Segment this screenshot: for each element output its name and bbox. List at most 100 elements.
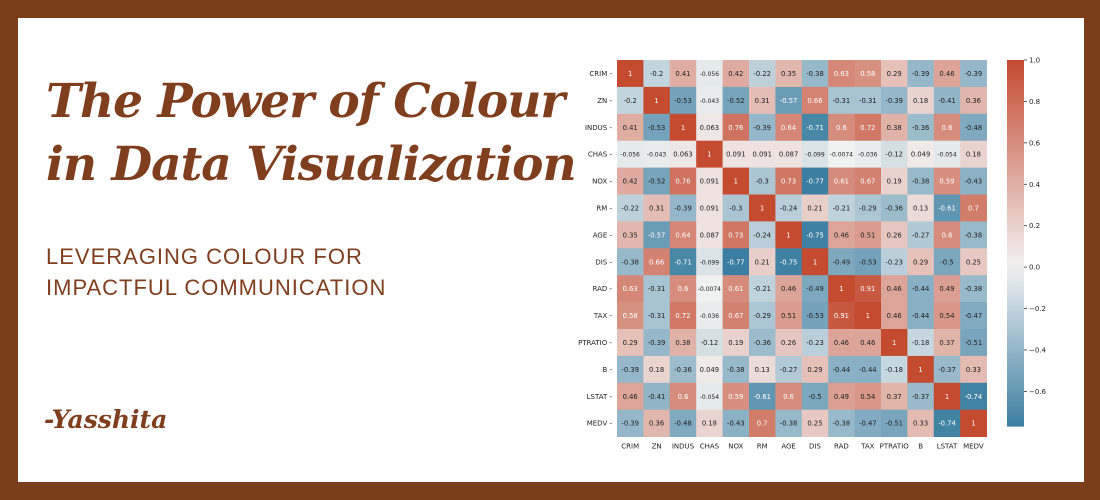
heatmap-cell-value: -0.44 (912, 312, 930, 320)
heatmap-cell-value: 0.25 (966, 258, 981, 266)
heatmap-cell-value: 0.049 (911, 151, 930, 159)
slide-card: The Power of Colour in Data Visualizatio… (18, 18, 1084, 482)
heatmap-cell-value: 0.61 (834, 178, 849, 186)
heatmap-cell-value: -0.099 (805, 152, 825, 159)
heatmap-cell-value: -0.3 (729, 204, 742, 212)
heatmap-cell-value: -0.38 (727, 366, 745, 374)
heatmap-cell-value: 0.67 (860, 178, 875, 186)
heatmap-cell-value: -0.3 (756, 178, 769, 186)
heatmap-cell (881, 221, 908, 249)
heatmap-cell-value: 0.73 (781, 178, 796, 186)
heatmap-cell-value: -0.043 (647, 152, 667, 159)
heatmap-cell (801, 275, 829, 303)
heatmap-cell (643, 167, 671, 195)
heatmap-cell-value: 0.91 (834, 312, 849, 320)
heatmap-cell (775, 382, 803, 411)
heatmap-cell-value: 0.72 (675, 312, 690, 320)
heatmap-cell-value: -0.12 (885, 151, 903, 159)
heatmap-cell (749, 355, 776, 384)
heatmap-cell (696, 140, 723, 168)
heatmap-cell (907, 382, 935, 411)
heatmap-cell-value: 0.66 (807, 97, 822, 105)
heatmap-cell (775, 221, 803, 249)
colorbar-tick-label: 1.0 (1029, 57, 1040, 65)
heatmap-cell (828, 355, 855, 384)
heatmap-cell (775, 113, 803, 142)
heatmap-cell (907, 329, 935, 357)
colorbar-tick-label: 0.8 (1029, 98, 1040, 106)
heatmap-cell-value: 0.35 (623, 231, 638, 239)
heatmap-row-label: LSTAT - (587, 393, 613, 401)
heatmap-cell (828, 409, 855, 437)
heatmap-cell (960, 302, 987, 330)
heatmap-cell (669, 302, 697, 330)
heatmap-cell-value: 0.42 (728, 70, 743, 78)
heatmap-cell (749, 248, 776, 276)
heatmap-col-label: NOX (728, 443, 743, 451)
heatmap-cell-value: -0.77 (727, 258, 745, 266)
heatmap-col-label: AGE (781, 443, 796, 451)
heatmap-cell (775, 409, 803, 437)
heatmap-cell-value: -0.44 (859, 366, 877, 374)
heatmap-cell-value: -0.23 (885, 258, 903, 266)
heatmap-cell-value: 0.7 (968, 204, 979, 212)
heatmap-cell (881, 194, 908, 222)
heatmap-cell-value: -0.31 (859, 97, 877, 105)
heatmap-cell (907, 409, 935, 437)
heatmap-col-label: PTRATIO (880, 443, 910, 451)
heatmap-cell (775, 355, 803, 384)
heatmap-cell-value: 0.72 (860, 124, 875, 132)
heatmap-cell-value: 0.6 (942, 124, 953, 132)
heatmap-cell (854, 86, 882, 115)
heatmap-cell-value: -0.49 (806, 285, 824, 293)
heatmap-cell (933, 355, 961, 384)
author-signature: -Yasshita (44, 405, 168, 434)
heatmap-cell-value: 0.46 (887, 285, 902, 293)
heatmap-cell (775, 86, 803, 115)
heatmap-cell-value: -0.2 (624, 97, 637, 105)
heatmap-cell-value: -0.054 (937, 152, 957, 159)
heatmap-cell-value: 0.091 (752, 151, 771, 159)
heatmap-cell-value: -0.29 (753, 312, 771, 320)
heatmap-cell (960, 86, 987, 115)
heatmap-cell (643, 140, 671, 168)
heatmap-cell (669, 113, 697, 142)
heatmap-cell (907, 113, 935, 142)
heatmap-cell (854, 140, 882, 168)
heatmap-cell-value: 0.6 (678, 285, 689, 293)
heatmap-cell-value: -0.48 (674, 420, 692, 428)
heatmap-cell (775, 167, 803, 195)
heatmap-cell-value: 0.29 (623, 339, 638, 347)
heatmap-cell-value: 1 (918, 366, 922, 374)
heatmap-cell (722, 167, 750, 195)
heatmap-cell-value: -0.21 (833, 204, 851, 212)
heatmap-cell (960, 382, 987, 411)
heatmap-cell (617, 382, 644, 411)
heatmap-cell (933, 86, 961, 115)
heatmap-cell (933, 409, 961, 437)
heatmap-cell (722, 60, 750, 88)
heatmap-cell-value: 0.76 (675, 178, 690, 186)
heatmap-cell (960, 140, 987, 168)
heatmap-cell (854, 60, 882, 88)
heatmap-cell (801, 167, 829, 195)
heatmap-cell (617, 86, 644, 115)
heatmap-cell (801, 329, 829, 357)
heatmap-cell (749, 60, 776, 88)
heatmap-cell (828, 382, 855, 411)
heatmap-row-label: RM - (596, 204, 612, 212)
heatmap-cell (960, 221, 987, 249)
heatmap-cell-value: 0.63 (834, 70, 849, 78)
heatmap-col-label: MEDV (963, 443, 984, 451)
heatmap-cell (775, 140, 803, 168)
heatmap-cell-value: 1 (628, 70, 632, 78)
heatmap-cell (881, 355, 908, 384)
heatmap-cell (696, 221, 723, 249)
heatmap-cell (617, 302, 644, 330)
heatmap-col-label: CHAS (700, 443, 720, 451)
heatmap-cell-value: -0.51 (965, 339, 983, 347)
heatmap-cell (828, 113, 855, 142)
heatmap-cell-value: 0.091 (700, 204, 719, 212)
heatmap-cell-value: -0.36 (674, 366, 692, 374)
heatmap-cell (749, 382, 776, 411)
